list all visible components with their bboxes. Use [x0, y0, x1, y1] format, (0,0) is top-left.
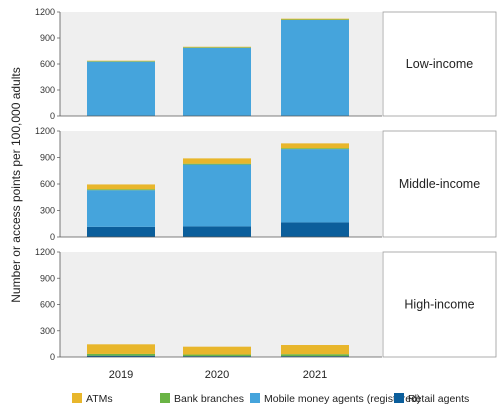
legend-item: Retail agents — [394, 393, 469, 405]
legend-label: ATMs — [86, 393, 113, 405]
panel-high-income: 0 300 600 900 1200 High-income — [35, 247, 497, 362]
bar-bank-branches-2020 — [183, 354, 251, 357]
bar-atms-2019 — [87, 344, 155, 354]
legend-swatch — [394, 393, 404, 403]
bar-bank-branches-2021 — [281, 19, 349, 20]
bar-atms-2019 — [87, 60, 155, 62]
bar-retail-agents-2020 — [183, 356, 251, 357]
y-tick-label: 300 — [40, 206, 55, 216]
bar-mobile-money-agents-registered-2021 — [281, 19, 349, 116]
bar-mobile-money-agents-registered-2020 — [183, 47, 251, 116]
legend-swatch — [160, 393, 170, 403]
legend-item: ATMs — [72, 393, 113, 405]
bar-mobile-money-agents-registered-2019 — [87, 61, 155, 116]
bar-bank-branches-2019 — [87, 189, 155, 191]
legend-label: Mobile money agents (registered) — [264, 393, 420, 405]
y-tick-label: 600 — [40, 300, 55, 310]
x-category-label: 2019 — [109, 369, 133, 381]
y-tick-label: 1200 — [35, 126, 55, 136]
x-category-label: 2020 — [205, 369, 229, 381]
panel-label-box — [382, 130, 497, 238]
bar-bank-branches-2021 — [281, 148, 349, 150]
legend-swatch — [72, 393, 82, 403]
bar-bank-branches-2020 — [183, 163, 251, 165]
y-tick-label: 900 — [40, 273, 55, 283]
y-axis-label: Number or access points per 100,000 adul… — [9, 67, 23, 302]
y-tick-label: 1200 — [35, 247, 55, 257]
bar-mobile-money-agents-registered-2019 — [87, 190, 155, 227]
y-tick-label: 0 — [50, 352, 55, 362]
panel-label: Low-income — [406, 57, 473, 71]
panel-middle-income: 0 300 600 900 1200 Middle-income — [35, 126, 497, 242]
y-tick-label: 600 — [40, 179, 55, 189]
y-tick-label: 900 — [40, 33, 55, 43]
y-tick-label: 0 — [50, 232, 55, 242]
bar-atms-2021 — [281, 18, 349, 20]
legend-label: Retail agents — [408, 393, 469, 405]
legend-item: Mobile money agents (registered) — [250, 393, 420, 405]
y-tick-label: 1200 — [35, 7, 55, 17]
bar-retail-agents-2021 — [281, 222, 349, 237]
bar-atms-2020 — [183, 158, 251, 164]
bar-atms-2021 — [281, 345, 349, 355]
bar-mobile-money-agents-registered-2021 — [281, 149, 349, 223]
plot-area — [60, 252, 382, 357]
legend-swatch — [250, 393, 260, 403]
bar-bank-branches-2020 — [183, 47, 251, 48]
panel-label: Middle-income — [399, 177, 480, 191]
bar-bank-branches-2019 — [87, 61, 155, 62]
bar-atms-2020 — [183, 346, 251, 355]
panel-label-box — [382, 11, 497, 117]
y-tick-label: 300 — [40, 326, 55, 336]
bar-atms-2021 — [281, 143, 349, 149]
bar-mobile-money-agents-registered-2020 — [183, 164, 251, 227]
y-tick-label: 300 — [40, 85, 55, 95]
panel-low-income: 0 300 600 900 1200 Low-income — [35, 7, 497, 121]
y-tick-label: 600 — [40, 59, 55, 69]
y-tick-label: 0 — [50, 111, 55, 121]
bar-retail-agents-2019 — [87, 355, 155, 357]
panel-label-box — [382, 251, 497, 358]
legend-item: Bank branches — [160, 393, 244, 405]
x-category-label: 2021 — [303, 369, 327, 381]
panel-label: High-income — [404, 298, 474, 312]
bar-atms-2019 — [87, 184, 155, 190]
bar-atms-2020 — [183, 46, 251, 48]
legend-label: Bank branches — [174, 393, 244, 405]
bar-bank-branches-2019 — [87, 353, 155, 356]
bar-retail-agents-2019 — [87, 226, 155, 237]
bar-retail-agents-2021 — [281, 356, 349, 357]
y-tick-label: 900 — [40, 153, 55, 163]
bar-retail-agents-2020 — [183, 226, 251, 237]
bar-bank-branches-2021 — [281, 354, 349, 357]
